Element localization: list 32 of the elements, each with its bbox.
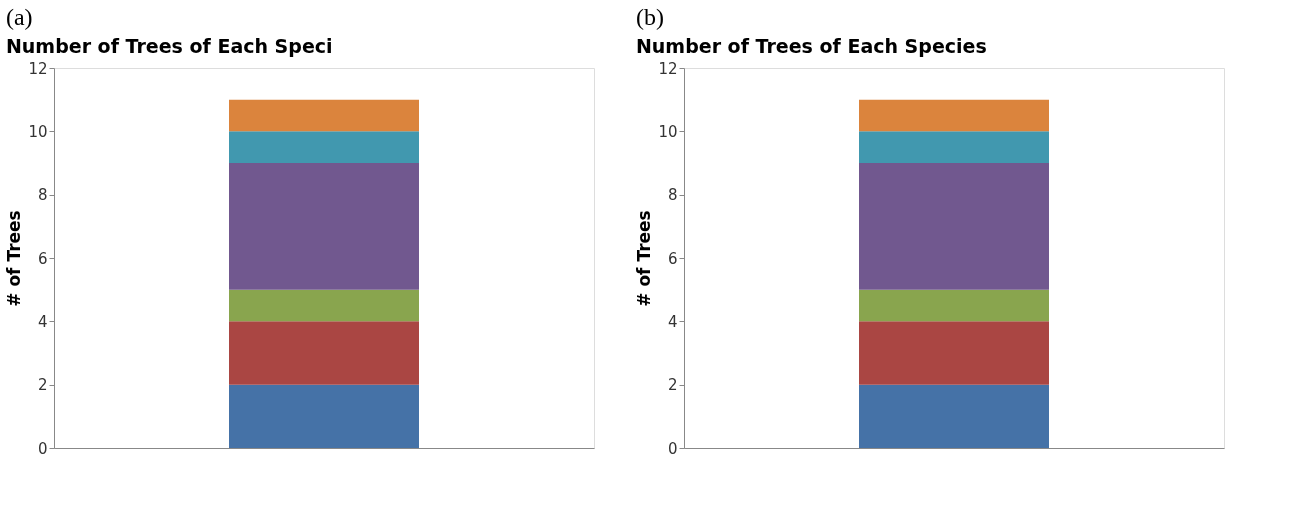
y-axis-title: # of Trees [4, 210, 25, 307]
y-tick-label: 6 [37, 249, 48, 268]
y-tick-label: 0 [37, 439, 48, 458]
bar [229, 131, 419, 163]
bar [859, 289, 1049, 322]
text: (a) [5, 4, 33, 30]
text: (b) [635, 4, 664, 30]
bar [859, 99, 1049, 132]
chart-title: Number of Trees of Each Speci [5, 35, 333, 57]
y-tick-label: 8 [667, 186, 678, 205]
bar [229, 163, 419, 290]
y-tick-label: 6 [667, 249, 678, 268]
y-tick-label: 2 [37, 376, 48, 395]
y-tick-label: 2 [667, 376, 678, 395]
bar [229, 384, 419, 448]
y-tick-label: 8 [37, 186, 48, 205]
y-tick-label: 10 [658, 122, 678, 141]
y-tick-label: 0 [667, 439, 678, 458]
bar [859, 131, 1049, 163]
y-tick-label: 12 [658, 59, 678, 78]
y-tick-label: 10 [28, 122, 48, 141]
bar [859, 384, 1049, 448]
chart-title: Number of Trees of Each Species [635, 35, 987, 57]
bar [859, 163, 1049, 290]
bar [229, 99, 419, 132]
bar [229, 289, 419, 322]
y-tick-label: 4 [37, 312, 48, 331]
bar [229, 321, 419, 385]
y-axis-title: # of Trees [634, 210, 655, 307]
bar [859, 321, 1049, 385]
y-tick-label: 12 [28, 59, 48, 78]
y-tick-label: 4 [667, 312, 678, 331]
